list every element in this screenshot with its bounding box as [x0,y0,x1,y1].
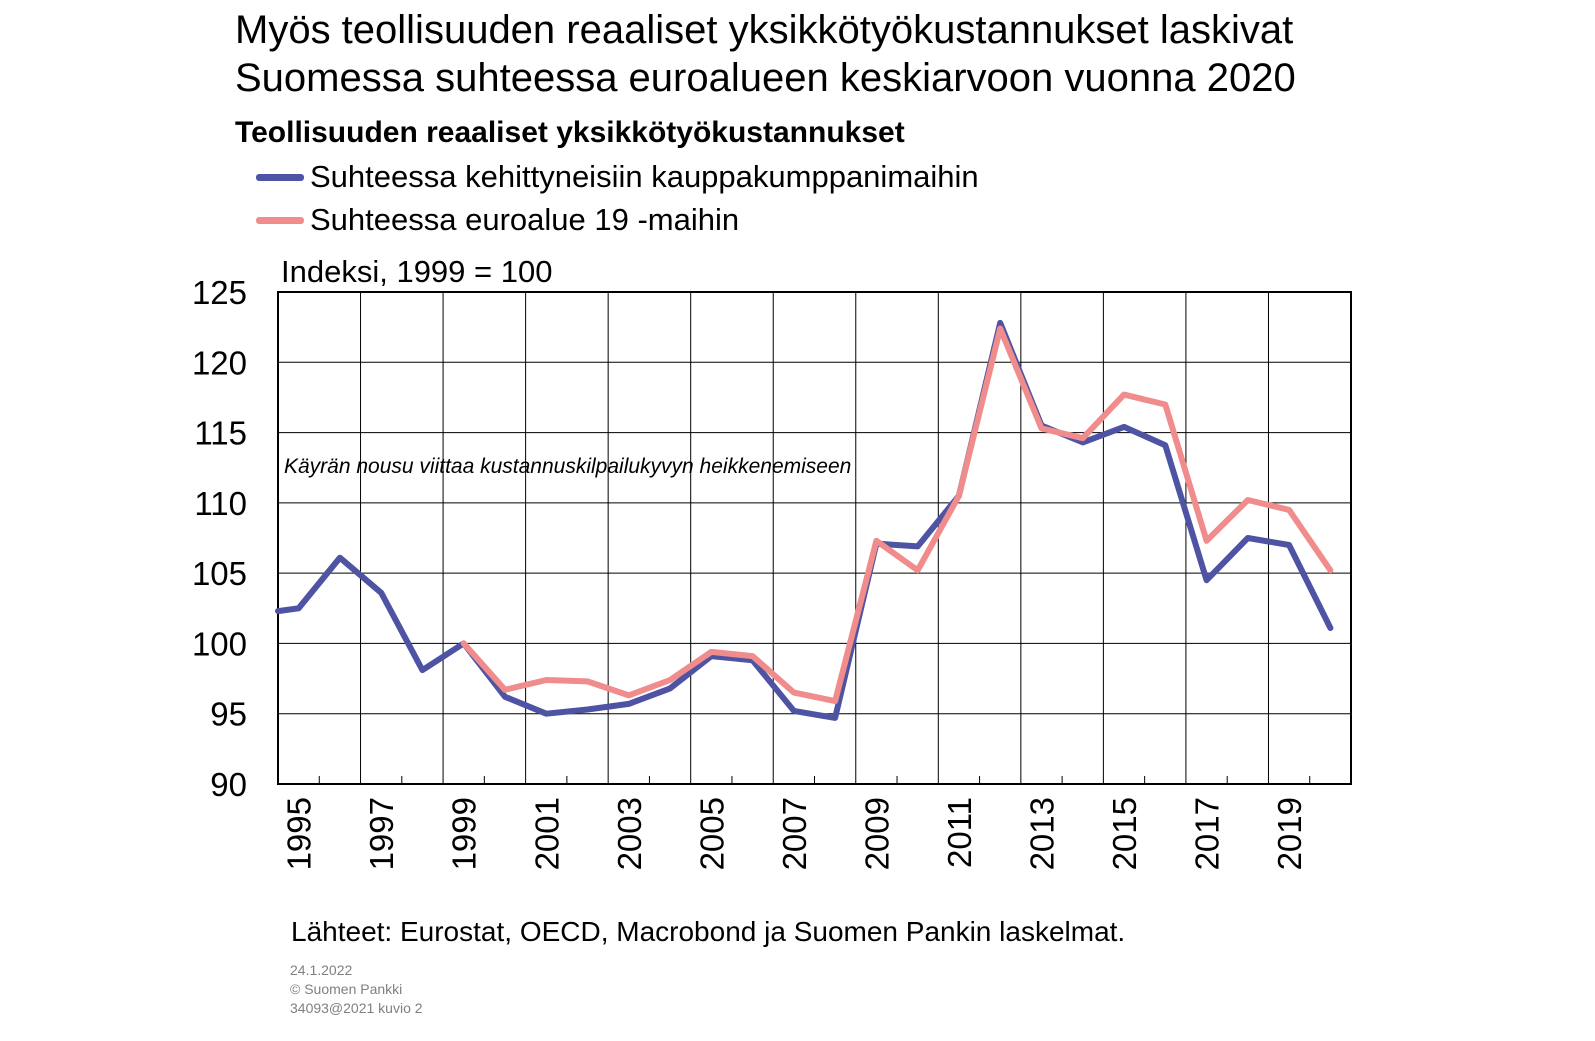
y-tick-label-120: 120 [192,344,247,381]
plot-frame [277,291,1352,785]
chart-subtitle: Teollisuuden reaaliset yksikkötyökustann… [235,116,905,149]
footer-date: 24.1.2022 [290,962,353,978]
chart-title-line-1: Myös teollisuuden reaaliset yksikkötyöku… [235,8,1294,52]
y-tick-label-110: 110 [194,485,247,522]
legend-item-series-2: Suhteessa euroalue 19 -maihin [256,200,739,240]
legend-item-series-1: Suhteessa kehittyneisiin kauppakumppanim… [256,157,979,197]
legend-swatch-series-2 [256,216,304,224]
series-line-2 [460,325,1334,705]
y-tick-label-105: 105 [192,555,247,592]
x-tick-label-2009: 2009 [858,797,895,870]
footer-copyright: © Suomen Pankki [290,981,403,997]
x-tick-label-2017: 2017 [1189,797,1226,870]
legend-swatch-series-1 [256,173,304,181]
chart-title: Myös teollisuuden reaaliset yksikkötyöku… [235,6,1296,102]
x-tick-label-1997: 1997 [363,797,400,870]
x-tick-label-2015: 2015 [1106,797,1143,870]
x-tick-label-2019: 2019 [1271,797,1308,870]
x-tick-label-2005: 2005 [693,797,730,870]
y-tick-label-125: 125 [192,274,247,311]
x-tick-label-2011: 2011 [941,797,978,868]
x-tick-label-1999: 1999 [446,797,483,870]
legend-label-series-2: Suhteessa euroalue 19 -maihin [310,202,740,237]
chart-title-line-2: Suomessa suhteessa euroalueen keskiarvoo… [235,56,1296,100]
y-tick-label-100: 100 [192,625,247,662]
x-tick-label-1995: 1995 [281,797,318,870]
footer-id: 34093@2021 kuvio 2 [290,1000,423,1016]
series-line-1 [275,319,1334,721]
x-tick-label-2001: 2001 [528,797,565,870]
y-tick-label-115: 115 [194,415,247,452]
source-note: Lähteet: Eurostat, OECD, Macrobond ja Su… [291,916,1126,947]
chart-annotation: Käyrän nousu viittaa kustannuskilpailuky… [284,455,851,478]
y-axis-unit-label: Indeksi, 1999 = 100 [281,254,553,289]
x-tick-label-2013: 2013 [1023,797,1060,870]
x-tick-label-2007: 2007 [776,797,813,870]
y-tick-label-95: 95 [210,696,247,733]
legend-label-series-1: Suhteessa kehittyneisiin kauppakumppanim… [310,159,979,194]
y-tick-label-90: 90 [210,766,247,803]
x-tick-label-2003: 2003 [611,797,648,870]
